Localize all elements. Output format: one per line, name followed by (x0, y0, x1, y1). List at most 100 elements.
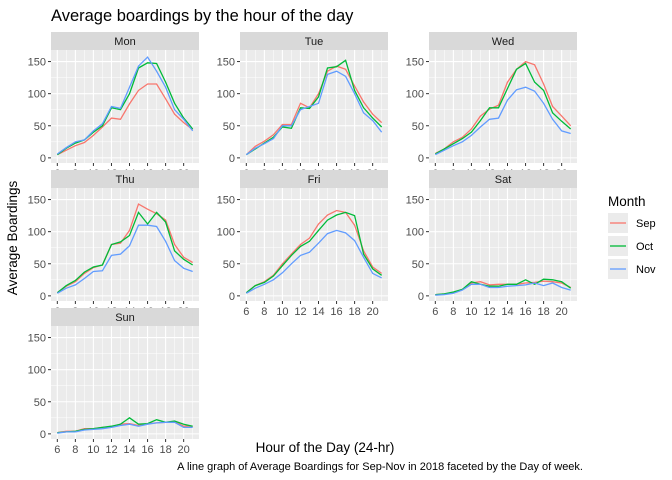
x-tick-label: 6 (243, 306, 249, 318)
facet-fri: Fri 0 50 100 150 6 8 10 12 14 16 18 20 (217, 170, 388, 318)
y-tick-label: 100 (406, 89, 424, 101)
facet-label-thu: Thu (116, 174, 135, 186)
y-tick-label: 100 (28, 365, 46, 377)
panel-background (240, 188, 388, 301)
y-tick-label: 150 (406, 57, 424, 69)
y-tick-label: 0 (40, 429, 46, 441)
facet-strip-wed (429, 32, 577, 50)
y-tick-label: 50 (223, 259, 235, 271)
facet-strip-thu (51, 170, 199, 188)
y-tick-label: 0 (418, 153, 424, 165)
facet-sat: Sat 0 50 100 150 6 8 10 12 14 16 18 20 (406, 170, 577, 318)
x-tick-label: 20 (556, 306, 568, 318)
x-axis-title: Hour of the Day (24-hr) (256, 440, 395, 455)
x-tick-label: 16 (141, 444, 153, 456)
legend-title: Month (608, 194, 646, 209)
x-tick-label: 14 (501, 306, 513, 318)
legend: Month Sep Oct Nov (608, 194, 656, 279)
series-line-wed-nov (435, 86, 571, 156)
x-tick-label: 14 (123, 444, 135, 456)
y-tick-label: 100 (28, 227, 46, 239)
y-tick-label: 50 (34, 121, 46, 133)
panel-background (51, 188, 199, 301)
y-tick-label: 0 (418, 291, 424, 303)
facet-mon: Mon05010015068101214161820 (28, 32, 199, 180)
y-tick-label: 50 (34, 259, 46, 271)
y-tick-label: 50 (223, 121, 235, 133)
facet-strip-fri (240, 170, 388, 188)
y-axis-title: Average Boardings (5, 180, 20, 295)
x-tick-label: 6 (432, 306, 438, 318)
series-line-sat-oct (435, 278, 572, 296)
y-tick-label: 50 (412, 121, 424, 133)
series-line-wed-oct (434, 62, 572, 155)
legend-label: Oct (636, 241, 653, 253)
y-tick-label: 0 (229, 153, 235, 165)
series-line-tue-oct (245, 59, 383, 156)
series-line-sun-nov (57, 421, 193, 434)
x-tick-label: 12 (294, 306, 306, 318)
legend-label: Nov (636, 264, 656, 276)
legend-entries: Sep Oct Nov (608, 213, 656, 279)
facet-strip-sat (429, 170, 577, 188)
x-tick-label: 14 (312, 306, 324, 318)
y-tick-label: 150 (406, 195, 424, 207)
facet-thu: Thu05010015068101214161820 (28, 170, 199, 318)
x-tick-label: 16 (519, 306, 531, 318)
y-tick-label: 0 (40, 291, 46, 303)
chart-caption: A line graph of Average Boardings for Se… (177, 461, 583, 473)
facet-strip-sun (51, 308, 199, 326)
x-tick-label: 10 (465, 306, 477, 318)
panel-background (429, 50, 577, 163)
facet-label-tue: Tue (305, 36, 324, 48)
facet-tue: Tue05010015068101214161820 (217, 32, 388, 180)
facet-label-sat: Sat (495, 174, 512, 186)
y-tick-label: 100 (28, 89, 46, 101)
chart-title: Average boardings by the hour of the day (51, 7, 354, 25)
series-line-thu-sep (56, 203, 194, 294)
y-tick-label: 100 (217, 89, 235, 101)
y-tick-label: 150 (28, 195, 46, 207)
x-tick-label: 18 (348, 306, 360, 318)
y-tick-label: 0 (40, 153, 46, 165)
y-tick-label: 150 (28, 57, 46, 69)
facet-label-mon: Mon (114, 36, 135, 48)
y-tick-label: 100 (406, 227, 424, 239)
y-tick-label: 150 (217, 195, 235, 207)
facet-sun: Sun 0 50 100 150 6 8 10 12 14 16 18 20 (28, 308, 199, 456)
legend-label: Sep (636, 218, 656, 230)
x-tick-label: 18 (159, 444, 171, 456)
y-tick-label: 50 (34, 397, 46, 409)
y-tick-label: 150 (217, 57, 235, 69)
x-tick-label: 8 (450, 306, 456, 318)
series-line-thu-nov (56, 224, 193, 294)
x-tick-label: 10 (87, 444, 99, 456)
series-line-wed-sep (435, 60, 572, 154)
legend-entry-sep: Sep (608, 213, 656, 233)
series-line-thu-oct (56, 211, 194, 294)
x-tick-label: 10 (276, 306, 288, 318)
series-line-tue-nov (245, 70, 383, 156)
facet-label-wed: Wed (492, 36, 514, 48)
series-line-mon-nov (56, 56, 194, 155)
panel-background (240, 50, 388, 163)
x-tick-label: 12 (105, 444, 117, 456)
series-line-fri-nov (245, 229, 382, 294)
y-tick-label: 150 (28, 333, 46, 345)
series-line-fri-oct (245, 211, 383, 294)
facet-panels: Mon05010015068101214161820Tue05010015068… (28, 32, 577, 456)
series-line-tue-sep (245, 65, 383, 156)
x-tick-label: 8 (261, 306, 267, 318)
series-line-sat-nov (435, 282, 571, 296)
x-tick-label: 12 (483, 306, 495, 318)
x-tick-label: 16 (330, 306, 342, 318)
x-tick-label: 20 (367, 306, 379, 318)
y-tick-label: 0 (229, 291, 235, 303)
facet-label-sun: Sun (115, 312, 135, 324)
series-line-mon-sep (57, 83, 194, 156)
legend-entry-nov: Nov (608, 259, 656, 279)
facet-label-fri: Fri (308, 174, 321, 186)
x-tick-label: 20 (178, 444, 190, 456)
facet-strip-tue (240, 32, 388, 50)
